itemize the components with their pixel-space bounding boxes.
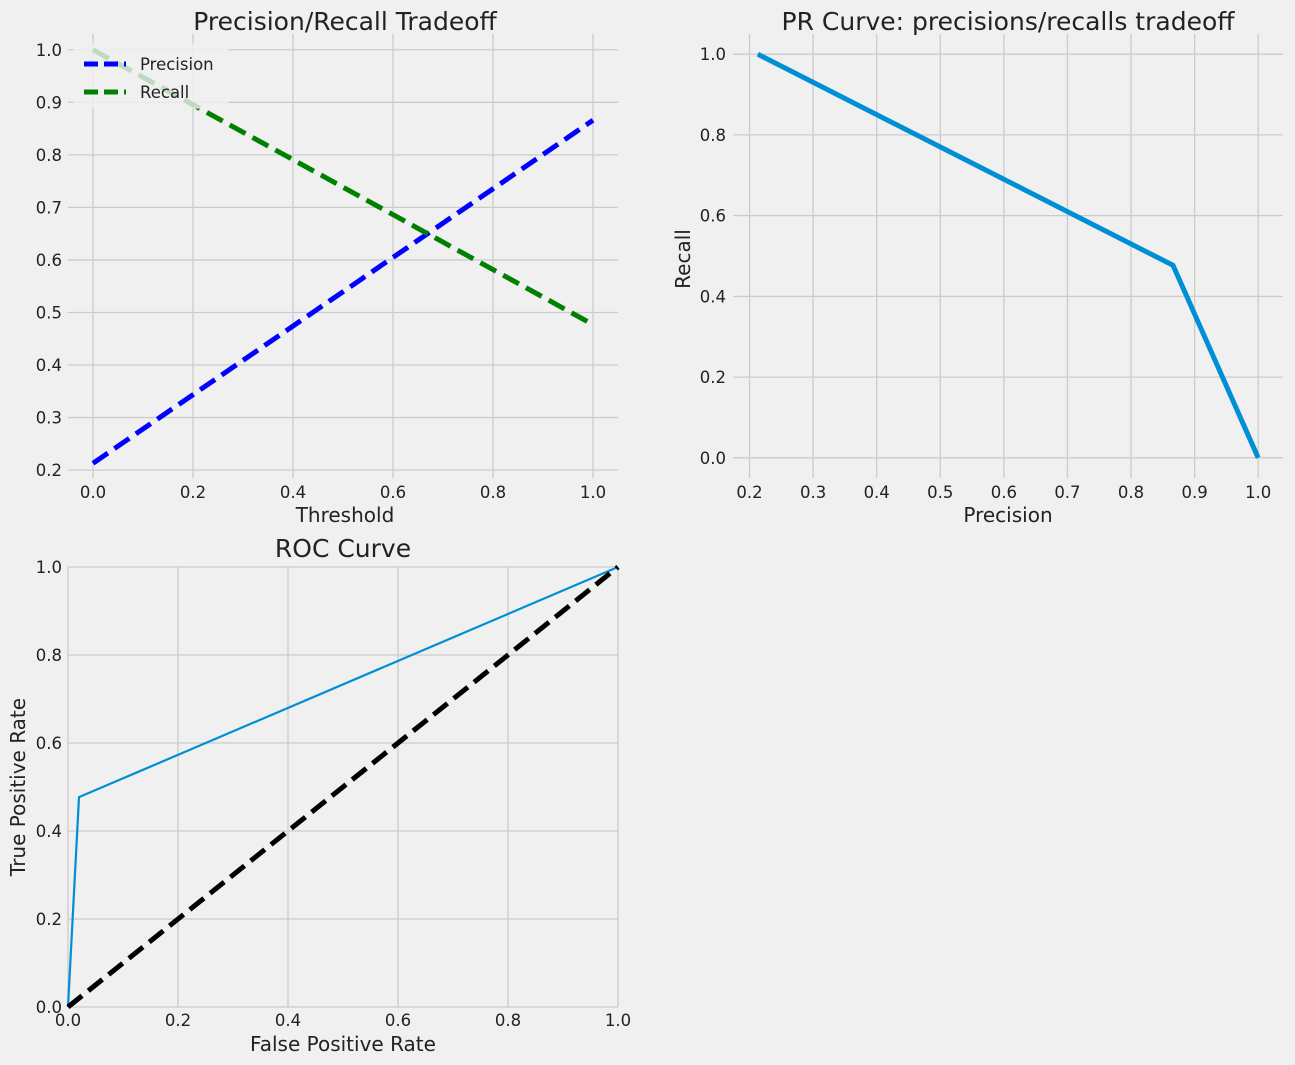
y-tick-label: 0.7 xyxy=(36,198,62,217)
x-tick-label: 0.5 xyxy=(927,483,953,502)
x-tick-label: 0.4 xyxy=(275,1011,301,1030)
pr-curve-chart: PR Curve: precisions/recalls tradeoff Pr… xyxy=(671,7,1283,527)
x-tick-label: 0.6 xyxy=(385,1011,411,1030)
series-line-0 xyxy=(756,51,1261,459)
x-tick-label: 0.6 xyxy=(380,483,406,502)
y-tick-label: 0.6 xyxy=(36,734,62,753)
chart-title: ROC Curve xyxy=(275,534,411,563)
legend-label: Precision xyxy=(140,55,214,74)
precision-recall-tradeoff-chart: Precision/Recall Tradeoff Threshold 0.0 0… xyxy=(36,7,618,527)
legend: Precision Recall xyxy=(73,43,229,109)
x-tick-label: 1.0 xyxy=(1245,483,1271,502)
x-axis-label: Precision xyxy=(963,503,1052,527)
y-tick-label: 0.0 xyxy=(36,998,62,1017)
y-tick-label: 0.2 xyxy=(36,461,62,480)
x-tick-label: 0.3 xyxy=(800,483,826,502)
y-tick-label: 0.2 xyxy=(36,910,62,929)
x-tick-label: 1.0 xyxy=(580,483,606,502)
y-tick-label: 0.8 xyxy=(36,646,62,665)
y-tick-label: 1.0 xyxy=(36,41,62,60)
x-tick-label: 0.6 xyxy=(991,483,1017,502)
x-tick-label: 1.0 xyxy=(605,1011,631,1030)
y-tick-label: 0.6 xyxy=(36,251,62,270)
x-tick-label: 0.8 xyxy=(495,1011,521,1030)
y-tick-label: 0.4 xyxy=(700,287,726,306)
legend-label: Recall xyxy=(140,83,189,102)
y-tick-label: 0.6 xyxy=(700,207,726,226)
x-tick-label: 0.2 xyxy=(165,1011,191,1030)
y-tick-label: 0.0 xyxy=(700,449,726,468)
x-tick-label: 0.2 xyxy=(180,483,206,502)
roc-curve-chart: ROC Curve False Positive Rate True Posit… xyxy=(6,534,631,1056)
y-tick-label: 0.4 xyxy=(36,356,62,375)
x-tick-label: 0.0 xyxy=(55,1011,81,1030)
y-tick-label: 1.0 xyxy=(36,558,62,577)
y-axis-label: Recall xyxy=(671,229,695,289)
x-tick-label: 0.2 xyxy=(736,483,762,502)
x-axis-label: False Positive Rate xyxy=(250,1032,436,1056)
series-line-1 xyxy=(66,565,620,1009)
x-tick-label: 0.8 xyxy=(480,483,506,502)
y-tick-label: 0.5 xyxy=(36,303,62,322)
y-tick-label: 0.8 xyxy=(700,126,726,145)
x-tick-label: 0.7 xyxy=(1054,483,1080,502)
y-axis-label: True Positive Rate xyxy=(6,698,30,877)
y-tick-label: 1.0 xyxy=(700,45,726,64)
y-tick-label: 0.2 xyxy=(700,368,726,387)
series-line-precision xyxy=(91,118,595,466)
chart-title: Precision/Recall Tradeoff xyxy=(193,7,497,36)
x-tick-label: 0.9 xyxy=(1181,483,1207,502)
chart-title: PR Curve: precisions/recalls tradeoff xyxy=(782,7,1236,36)
y-tick-label: 0.8 xyxy=(36,146,62,165)
y-tick-label: 0.3 xyxy=(36,409,62,428)
x-tick-label: 0.0 xyxy=(80,483,106,502)
x-tick-label: 0.8 xyxy=(1118,483,1144,502)
series-line-0 xyxy=(66,565,619,1008)
x-tick-label: 0.4 xyxy=(280,483,306,502)
x-tick-label: 0.4 xyxy=(864,483,890,502)
y-tick-label: 0.4 xyxy=(36,822,62,841)
x-axis-label: Threshold xyxy=(295,503,395,527)
y-tick-label: 0.9 xyxy=(36,93,62,112)
